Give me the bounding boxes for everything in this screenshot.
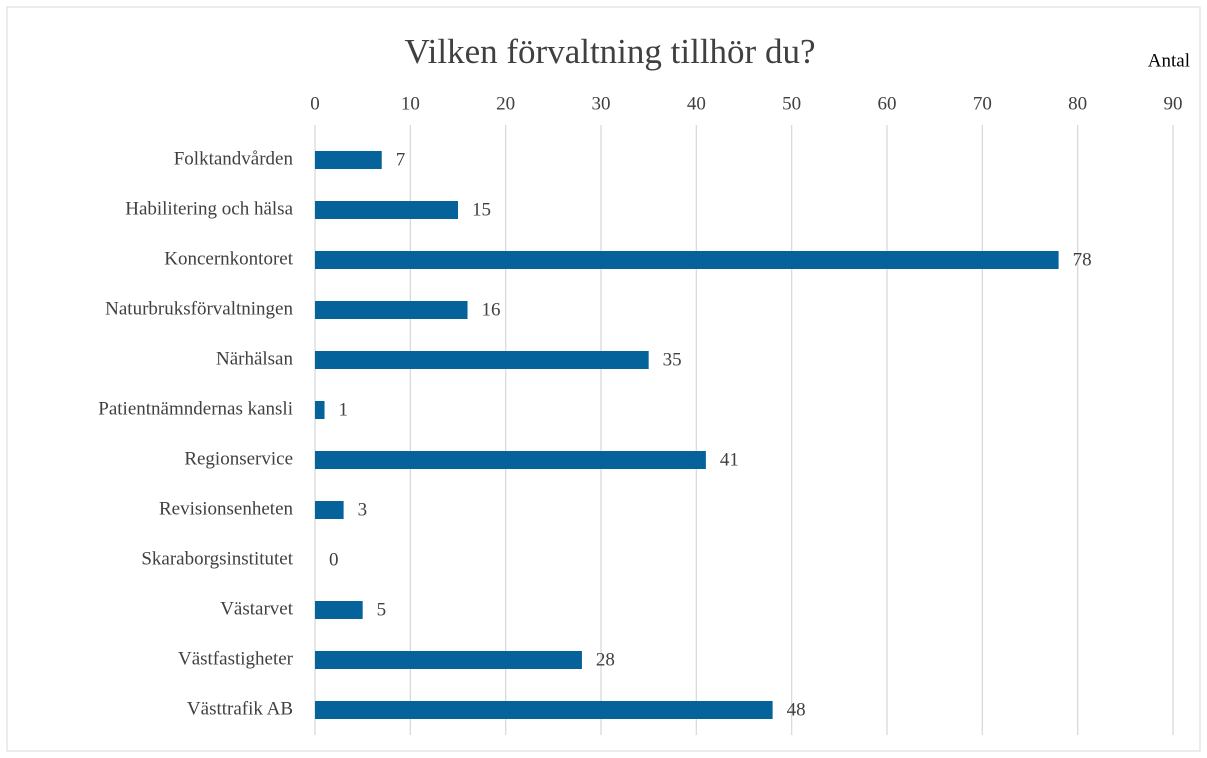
bar [315,401,325,419]
bar [315,151,382,169]
bar [315,601,363,619]
x-tick-label: 30 [592,93,611,114]
x-tick-label: 50 [782,93,801,114]
data-label: 78 [1073,249,1092,270]
bar [315,251,1059,269]
y-tick-label: Patientnämndernas kansli [98,398,293,419]
y-tick-label: Naturbruksförvaltningen [105,298,293,319]
data-label: 28 [596,649,615,670]
bar [315,351,649,369]
y-tick-label: Västtrafik AB [187,698,293,719]
x-tick-label: 40 [687,93,706,114]
x-tick-label: 60 [878,93,897,114]
bar [315,651,582,669]
y-tick-label: Västarvet [220,598,294,619]
y-tick-label: Koncernkontoret [164,248,293,269]
x-tick-label: 0 [310,93,320,114]
y-tick-label: Skaraborgsinstitutet [141,548,293,569]
y-tick-label: Revisionsenheten [159,498,294,519]
bar [315,701,773,719]
x-tick-label: 80 [1068,93,1087,114]
y-tick-label: Habilitering och hälsa [125,198,293,219]
x-tick-label: 90 [1164,93,1183,114]
x-tick-label: 20 [496,93,515,114]
y-tick-label: Närhälsan [216,348,294,369]
chart-title: Vilken förvaltning tillhör du? [404,32,815,71]
bar [315,451,706,469]
bar [315,501,344,519]
y-tick-label: Regionservice [184,448,293,469]
x-tick-label: 70 [973,93,992,114]
chart-border [6,6,1201,752]
data-label: 16 [482,299,501,320]
data-label: 35 [663,349,682,370]
data-label: 3 [358,499,368,520]
y-tick-label: Västfastigheter [178,648,294,669]
bar [315,201,458,219]
bar [315,301,468,319]
y-tick-label: Folktandvården [174,148,294,169]
data-label: 41 [720,449,739,470]
data-label: 7 [396,149,406,170]
data-label: 48 [787,699,806,720]
data-label: 5 [377,599,387,620]
x-tick-label: 10 [401,93,420,114]
data-label: 0 [329,549,339,570]
data-label: 1 [339,399,349,420]
data-label: 15 [472,199,491,220]
axis-label: Antal [1148,50,1190,71]
